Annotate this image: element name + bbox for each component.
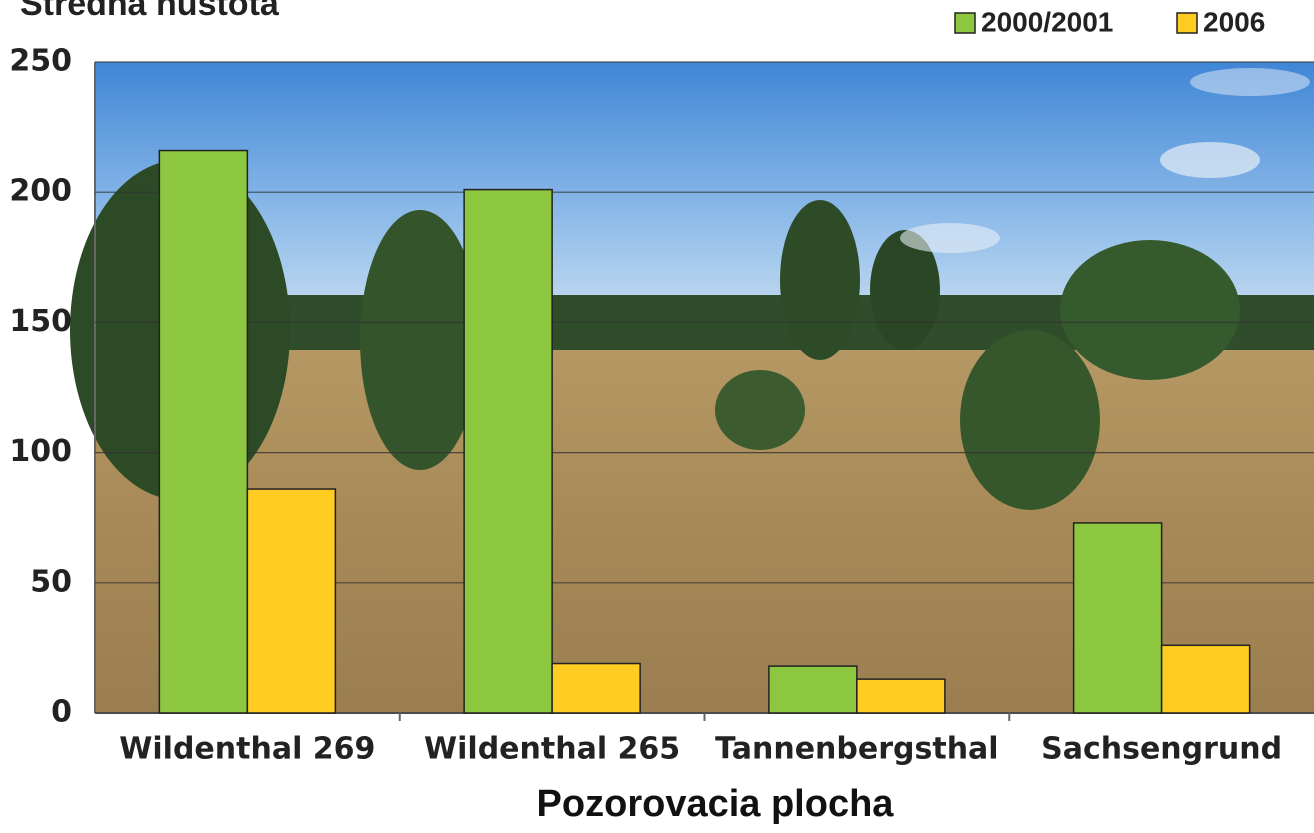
x-tick-label: Sachsengrund	[1041, 732, 1282, 767]
bar	[856, 678, 946, 714]
bar	[551, 662, 641, 714]
bar	[463, 188, 553, 714]
x-axis-title: Pozorovacia plocha	[537, 783, 895, 825]
bar	[1072, 522, 1163, 714]
bar	[768, 665, 858, 714]
legend-label: 2006	[1203, 6, 1265, 37]
chart-title: Stredná hustota	[20, 0, 280, 23]
y-tick-label: 150	[9, 304, 72, 339]
y-tick-label: 50	[30, 564, 72, 599]
y-tick-label: 200	[9, 174, 72, 209]
bar	[158, 149, 249, 714]
y-tick-label: 250	[9, 44, 72, 79]
bar	[1160, 644, 1251, 714]
legend-label: 2000/2001	[981, 6, 1113, 37]
y-tick-label: 0	[51, 695, 72, 730]
x-tick-label: Wildenthal 269	[119, 732, 375, 767]
x-tick-label: Tannenbergsthal	[715, 732, 998, 767]
y-tick-label: 100	[9, 434, 72, 469]
legend-swatch	[1176, 12, 1198, 34]
bar	[246, 488, 337, 714]
background-photo	[70, 62, 1314, 713]
legend-swatch	[954, 12, 976, 34]
x-tick-label: Wildenthal 265	[424, 732, 680, 767]
